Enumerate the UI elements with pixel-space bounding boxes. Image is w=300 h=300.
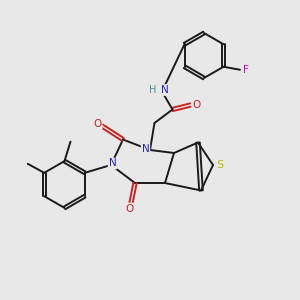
Text: N: N: [142, 143, 149, 154]
Text: H: H: [149, 85, 156, 95]
Text: O: O: [192, 100, 201, 110]
Text: N: N: [109, 158, 116, 169]
Text: S: S: [216, 160, 223, 170]
Text: O: O: [93, 118, 102, 129]
Text: N: N: [160, 85, 168, 95]
Text: F: F: [243, 65, 249, 75]
Text: O: O: [125, 203, 133, 214]
